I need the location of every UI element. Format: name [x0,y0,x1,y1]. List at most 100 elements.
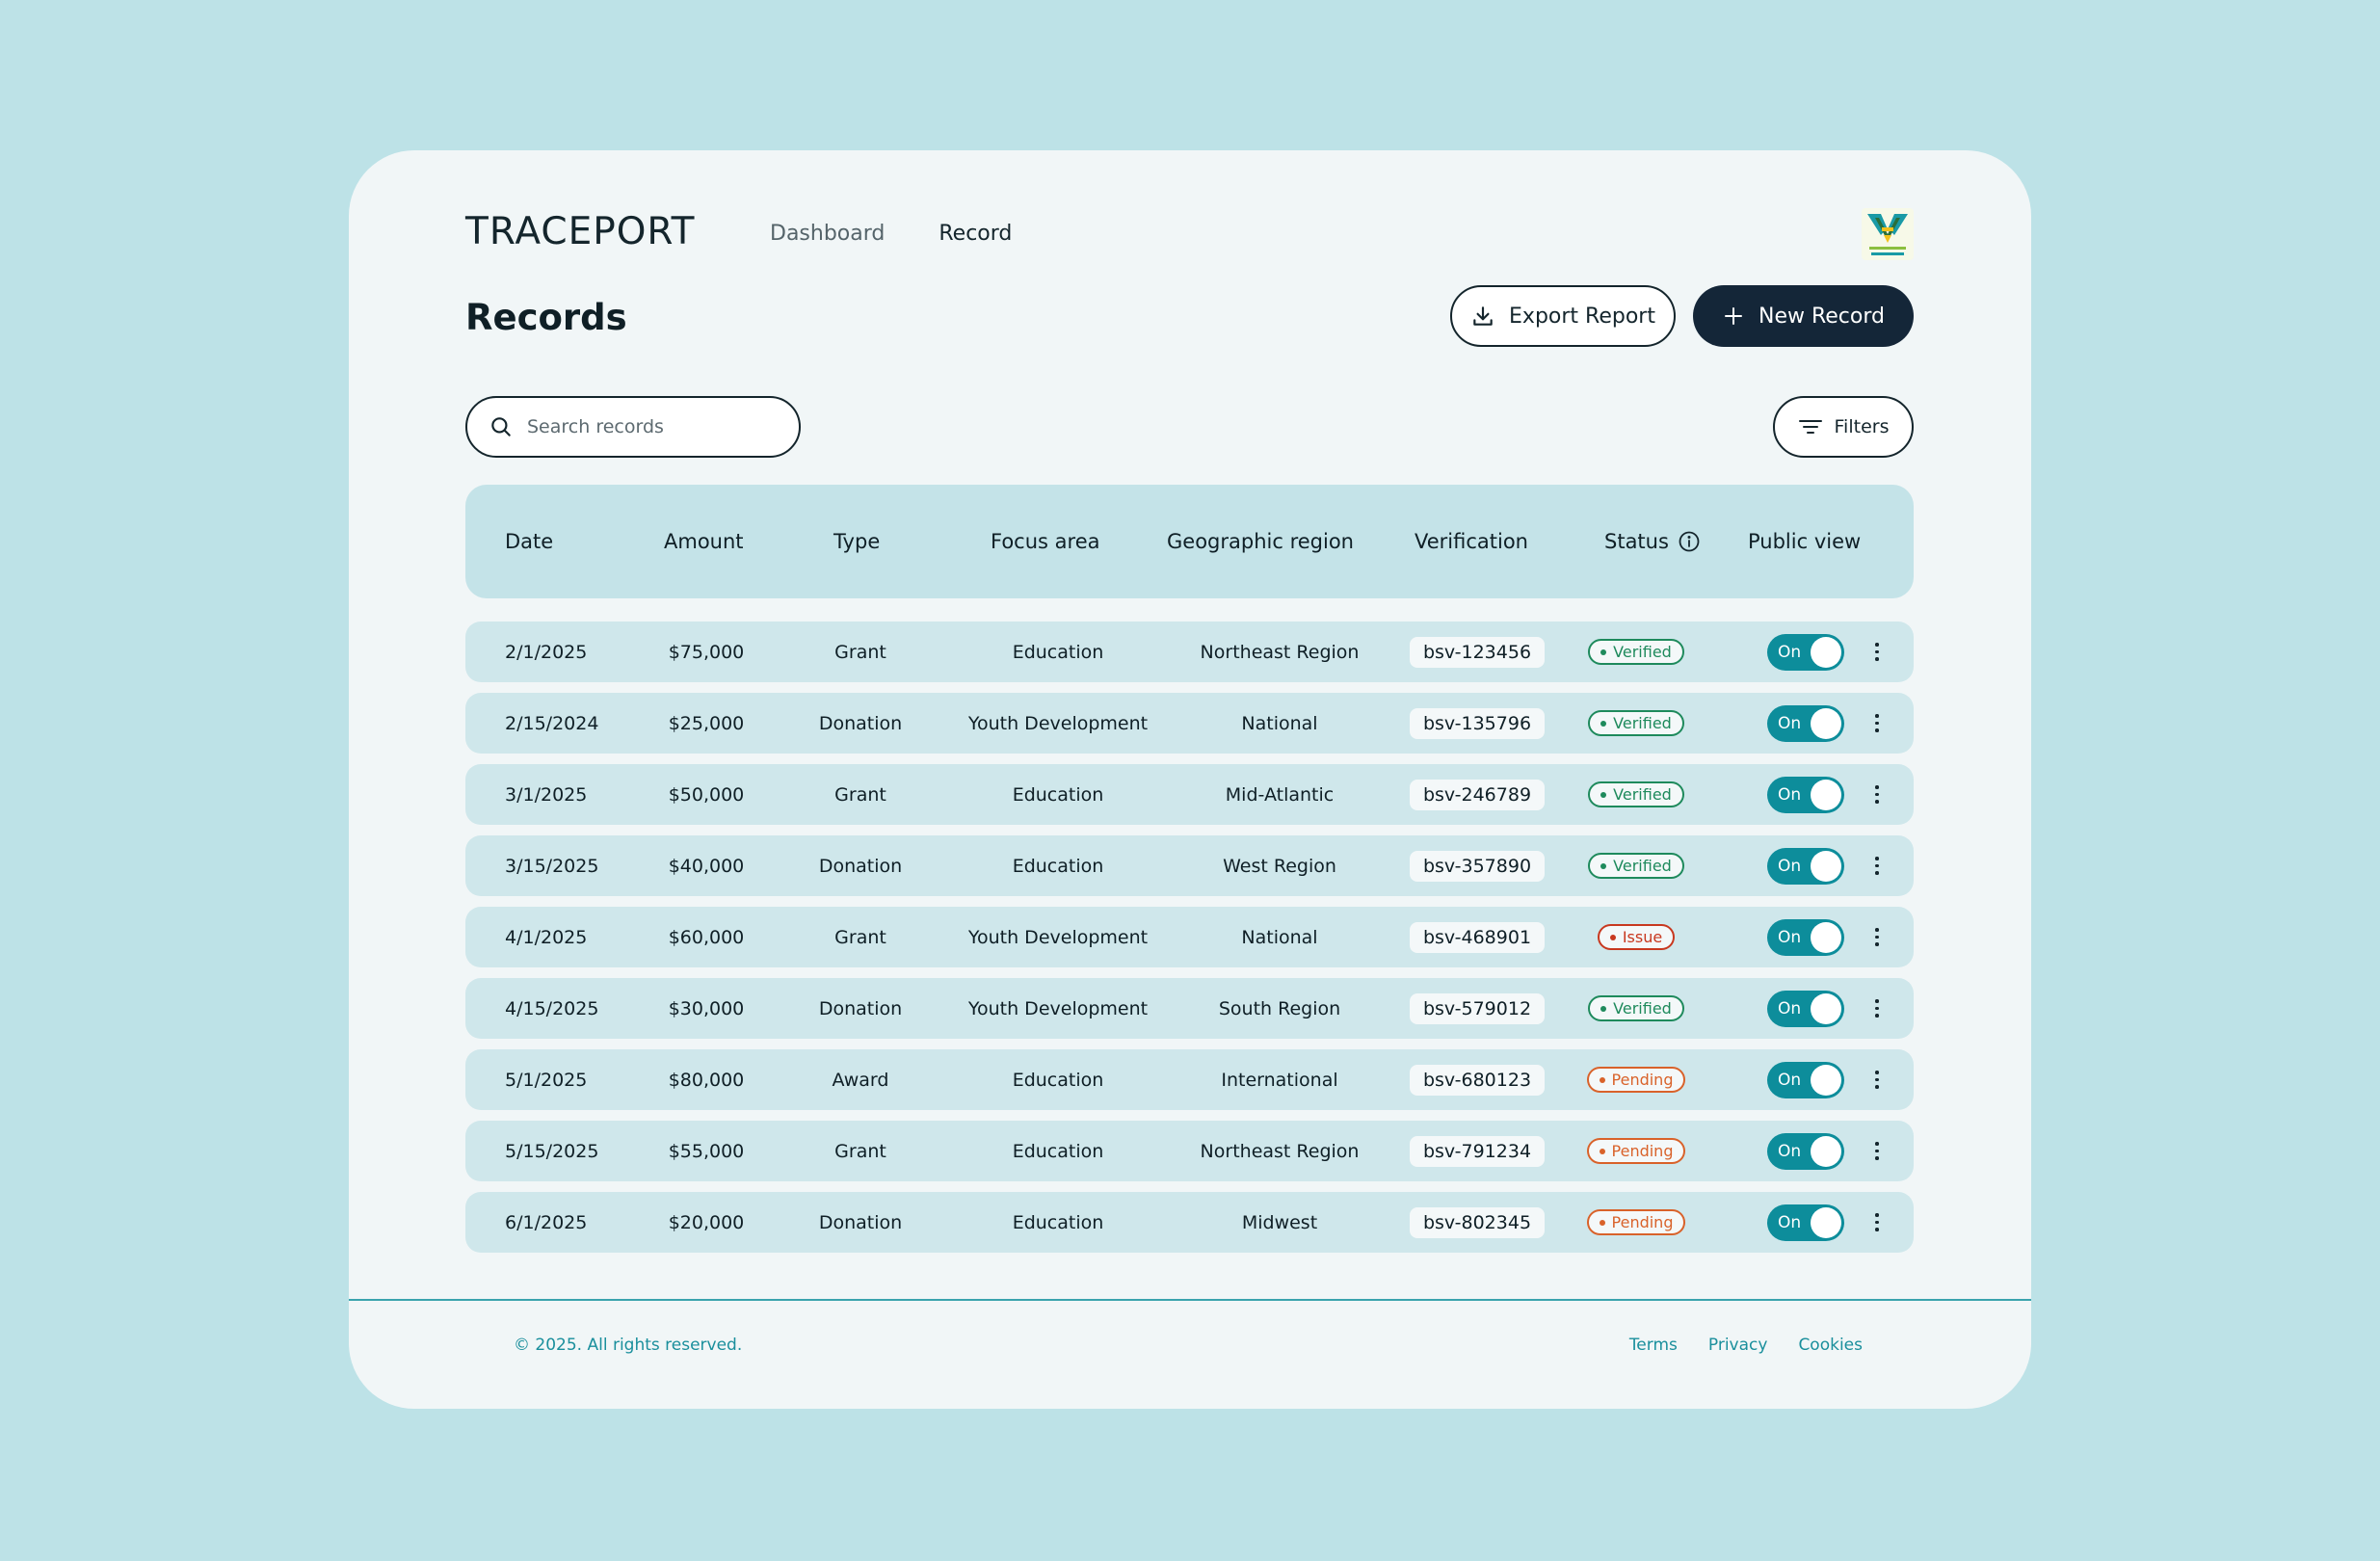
table-row[interactable]: 4/15/2025 $30,000 Donation Youth Developmen… [465,978,1914,1039]
cell-amount: $55,000 [668,1140,745,1162]
table-header: Date Amount Type Focus area Geographic r… [465,485,1914,598]
toggle-knob [1811,707,1841,739]
column-header-verification[interactable]: Verification [1415,530,1528,553]
table-row[interactable]: 5/15/2025 $55,000 Grant Education Northeast … [465,1121,1914,1181]
footer-link-privacy[interactable]: Privacy [1707,1336,1768,1355]
verification-code[interactable]: bsv-357890 [1409,850,1546,882]
public-view-toggle[interactable]: On [1767,847,1844,885]
cell-amount: $50,000 [668,783,745,806]
cell-geographic-region: South Region [1218,997,1341,1019]
public-view-toggle[interactable]: On [1767,633,1844,671]
status-label: Verified [1613,999,1672,1018]
cell-verification: bsv-579012 [1400,978,1554,1039]
column-header-geographic-region[interactable]: Geographic region [1167,530,1354,553]
kebab-icon[interactable] [1867,706,1887,741]
cell-type: Grant [834,1140,886,1162]
column-header-focus-area[interactable]: Focus area [991,530,1100,553]
cell-geographic-region: National [1241,712,1318,734]
nav-record[interactable]: Record [939,222,1013,246]
main-nav: Dashboard Record [770,222,1012,246]
toggle-knob [1811,921,1841,953]
table-row[interactable]: 6/1/2025 $20,000 Donation Education Midwest b… [465,1192,1914,1253]
info-icon[interactable] [1678,530,1701,553]
kebab-icon[interactable] [1867,1134,1887,1169]
cell-verification: bsv-680123 [1400,1049,1554,1110]
cell-date: 6/1/2025 [505,1211,588,1233]
cell-geographic-region: Midwest [1241,1211,1318,1233]
public-view-toggle[interactable]: On [1767,1132,1844,1170]
table-row[interactable]: 3/15/2025 $40,000 Donation Education West Re… [465,835,1914,896]
status-label: Pending [1611,1142,1674,1160]
kebab-icon[interactable] [1867,1063,1887,1098]
status-dot-icon [1599,1076,1605,1083]
status-dot-icon [1609,934,1616,940]
cell-status: Issue [1564,907,1708,967]
column-header-public-view[interactable]: Public view [1748,530,1862,553]
cell-focus-area: Education [1012,1069,1104,1091]
public-view-toggle[interactable]: On [1767,704,1844,742]
column-header-type[interactable]: Type [833,530,881,553]
cell-date: 2/15/2024 [505,712,599,734]
filters-button[interactable]: Filters [1773,396,1914,458]
column-header-date[interactable]: Date [505,530,554,553]
kebab-icon[interactable] [1867,849,1887,884]
cell-focus-area: Youth Development [967,712,1149,734]
toggle-label: On [1778,642,1802,662]
search-box[interactable] [465,396,801,458]
kebab-icon[interactable] [1867,1205,1887,1240]
footer-link-terms[interactable]: Terms [1628,1336,1678,1355]
public-view-toggle[interactable]: On [1767,990,1844,1027]
public-view-toggle[interactable]: On [1767,918,1844,956]
cell-public-view: On [1767,1049,1854,1110]
status-badge: Pending [1586,1067,1686,1093]
cell-date: 4/15/2025 [505,997,599,1019]
toggle-knob [1811,779,1841,810]
cell-date: 4/1/2025 [505,926,588,948]
new-record-label: New Record [1759,304,1885,329]
toggle-label: On [1778,1070,1802,1090]
public-view-toggle[interactable]: On [1767,1204,1844,1241]
column-header-status[interactable]: Status [1604,485,1701,598]
kebab-icon[interactable] [1867,992,1887,1026]
verification-code[interactable]: bsv-468901 [1409,921,1546,953]
cell-focus-area: Youth Development [967,997,1149,1019]
table-row[interactable]: 2/15/2024 $25,000 Donation Youth Developmen… [465,693,1914,754]
cell-public-view: On [1767,622,1854,682]
table-row[interactable]: 4/1/2025 $60,000 Grant Youth Development Nat… [465,907,1914,967]
nav-dashboard[interactable]: Dashboard [770,222,886,246]
organization-logo[interactable] [1862,208,1914,260]
verification-code[interactable]: bsv-246789 [1409,779,1546,810]
public-view-toggle[interactable]: On [1767,1061,1844,1098]
export-report-button[interactable]: Export Report [1450,285,1676,347]
cell-amount: $75,000 [668,641,745,663]
verification-code[interactable]: bsv-135796 [1409,707,1546,739]
verification-code[interactable]: bsv-791234 [1409,1135,1546,1167]
new-record-button[interactable]: New Record [1693,285,1914,347]
verification-code[interactable]: bsv-579012 [1409,992,1546,1024]
cell-amount: $20,000 [668,1211,745,1233]
cell-status: Verified [1564,764,1708,825]
verification-code[interactable]: bsv-802345 [1409,1206,1546,1238]
column-header-amount[interactable]: Amount [664,530,744,553]
status-badge: Pending [1586,1209,1686,1235]
search-input[interactable] [527,416,778,437]
cell-date: 3/1/2025 [505,783,588,806]
kebab-icon[interactable] [1867,635,1887,670]
table-row[interactable]: 3/1/2025 $50,000 Grant Education Mid-Atlanti… [465,764,1914,825]
traceport-logo[interactable]: TRACEPORT [465,210,696,253]
export-report-label: Export Report [1509,304,1655,329]
kebab-icon[interactable] [1867,920,1887,955]
toggle-knob [1811,1206,1841,1238]
cell-amount: $60,000 [668,926,745,948]
verification-code[interactable]: bsv-123456 [1409,636,1546,668]
title-row: Records Export Report New Record [465,285,1914,353]
status-label: Verified [1613,714,1672,732]
kebab-icon[interactable] [1867,778,1887,812]
public-view-toggle[interactable]: On [1767,776,1844,813]
toggle-label: On [1778,1212,1802,1232]
table-row[interactable]: 5/1/2025 $80,000 Award Education Internation… [465,1049,1914,1110]
footer-link-cookies[interactable]: Cookies [1798,1336,1863,1355]
cell-focus-area: Education [1012,783,1104,806]
verification-code[interactable]: bsv-680123 [1409,1064,1546,1096]
table-row[interactable]: 2/1/2025 $75,000 Grant Education Northeast R… [465,622,1914,682]
